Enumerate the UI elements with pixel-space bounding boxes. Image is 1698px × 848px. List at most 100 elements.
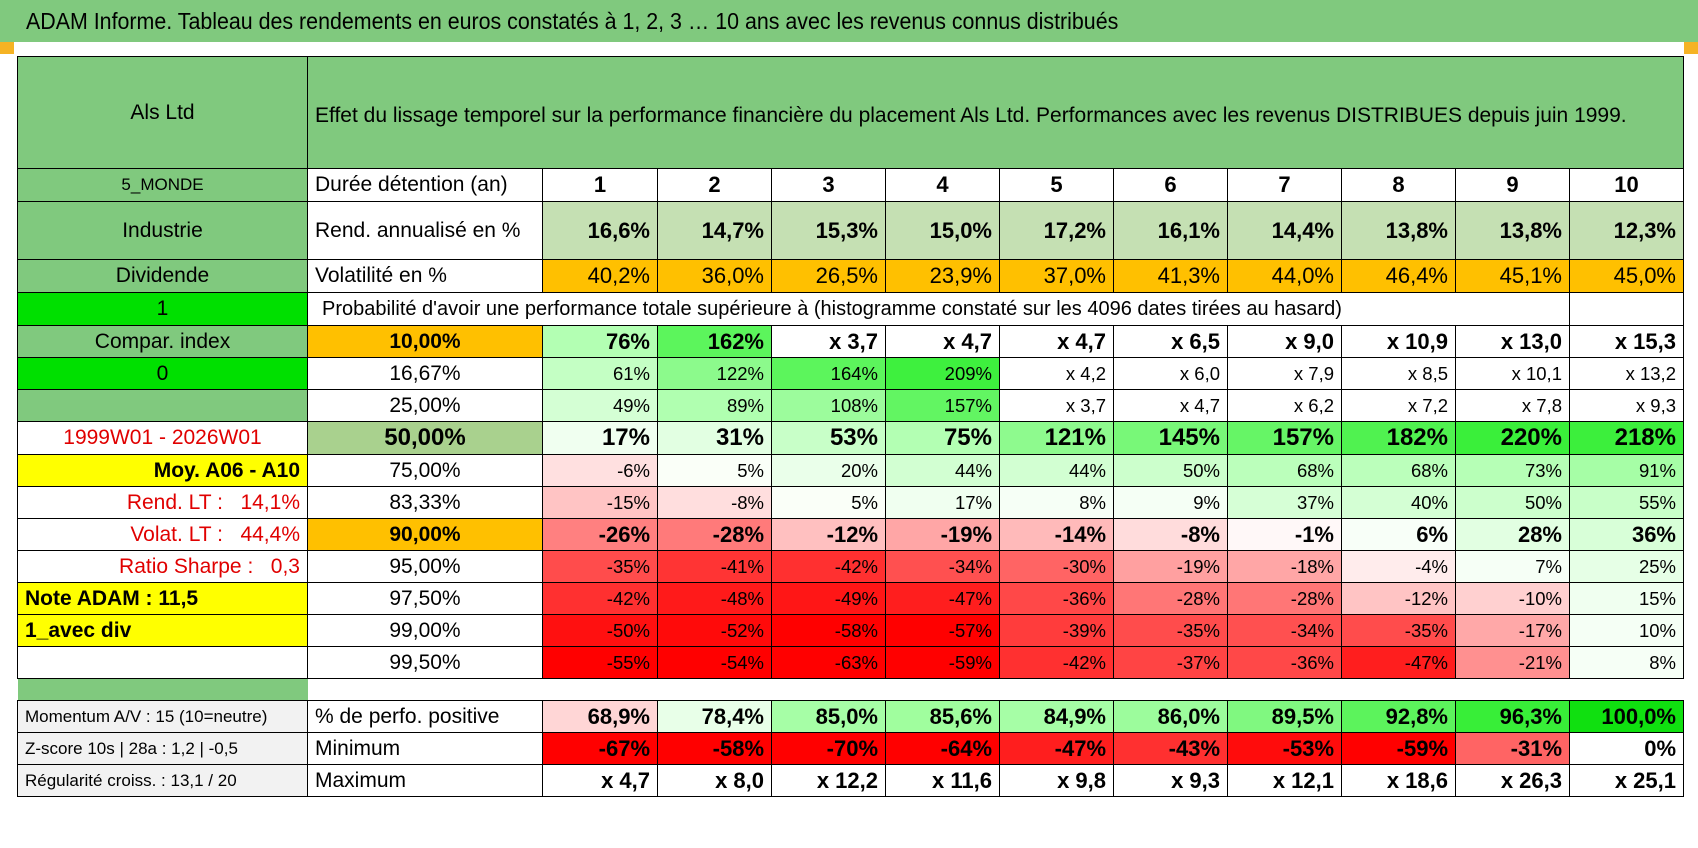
probability-cell: -36% [1227, 646, 1342, 679]
probability-cell: 50% [1113, 454, 1228, 487]
summary-cell: x 12,1 [1227, 764, 1342, 797]
annualized-return-cell: 14,4% [1227, 201, 1342, 260]
threshold-cell: 95,00% [307, 550, 543, 583]
probability-row: 0 16,67% 61% 122% 164% 209% x 4,2 x 6,0 x 7,9 x 8… [17, 357, 1684, 390]
note-adam: Note ADAM : 11,5 [17, 582, 308, 615]
probability-cell: x 10,1 [1455, 357, 1570, 390]
probability-cell: x 4,7 [885, 325, 1000, 358]
annualized-return-cell: 13,8% [1455, 201, 1570, 260]
header-row: Als Ltd Effet du lissage temporel sur la… [17, 56, 1684, 169]
flag-zero: 0 [17, 357, 308, 390]
summary-cell: x 11,6 [885, 764, 1000, 797]
probability-cell: -4% [1341, 550, 1456, 583]
probability-cell: -19% [1113, 550, 1228, 583]
probability-cell: -30% [999, 550, 1114, 583]
probability-header-row: 1 Probabilité d'avoir une performance to… [17, 292, 1684, 326]
summary-cell: 92,8% [1341, 700, 1456, 733]
sharpe-ratio-label: Ratio Sharpe : [119, 554, 254, 578]
probability-cell: -42% [542, 582, 658, 615]
type-label: Dividende [17, 259, 308, 293]
summary-row: Momentum A/V : 15 (10=neutre)% de perfo.… [17, 700, 1684, 733]
probability-cell: -26% [542, 518, 658, 551]
probability-cell: x 4,7 [1113, 389, 1228, 422]
probability-row: Volat. LT : 44,4% 90,00% -26% -28% -12% -19% -… [17, 518, 1684, 551]
probability-row: 99,50% -55% -54% -63% -59% -42% -37% -36% -47% -2… [17, 646, 1684, 679]
spacer-blank [308, 679, 1684, 701]
threshold-cell: 97,50% [307, 582, 543, 615]
probability-cell: 44% [999, 454, 1114, 487]
probability-row: 1_avec div 99,00% -50% -52% -58% -57% -39% -35%… [17, 614, 1684, 647]
probability-cell: -52% [657, 614, 772, 647]
probability-cell: 25% [1569, 550, 1684, 583]
probability-cell: x 9,3 [1569, 389, 1684, 422]
summary-cell: 84,9% [999, 700, 1114, 733]
momentum-label: Momentum A/V : 15 (10=neutre) [17, 700, 308, 733]
report-title: ADAM Informe. Tableau des rendements en … [26, 8, 1119, 34]
probability-cell: 40% [1341, 486, 1456, 519]
annualized-return-cell: 13,8% [1341, 201, 1456, 260]
annualized-return-cell: 12,3% [1569, 201, 1684, 260]
probability-cell: x 6,2 [1227, 389, 1342, 422]
probability-cell: -14% [999, 518, 1114, 551]
probability-cell: -28% [1227, 582, 1342, 615]
probability-cell: -21% [1455, 646, 1570, 679]
probability-cell: x 9,0 [1227, 325, 1342, 358]
probability-cell: 68% [1227, 454, 1342, 487]
probability-row: 1999W01 - 2026W01 50,00% 17% 31% 53% 75% 121% 1… [17, 421, 1684, 455]
probability-cell: 28% [1455, 518, 1570, 551]
probability-cell: 75% [885, 421, 1000, 455]
summary-cell: 85,0% [771, 700, 886, 733]
volatility-cell: 36,0% [657, 259, 772, 293]
sharpe-ratio: Ratio Sharpe : 0,3 [17, 550, 308, 583]
year-header-7: 7 [1227, 168, 1342, 202]
probability-cell: 162% [657, 325, 772, 358]
annualized-return-cell: 15,0% [885, 201, 1000, 260]
probability-cell: -36% [999, 582, 1114, 615]
probability-cell: -17% [1455, 614, 1570, 647]
probability-cell: 49% [542, 389, 658, 422]
probability-cell: -18% [1227, 550, 1342, 583]
probability-cell: 55% [1569, 486, 1684, 519]
volatility-row: Dividende Volatilité en % 40,2% 36,0% 26,5… [17, 259, 1684, 293]
moy-label: Moy. A06 - A10 [17, 454, 308, 487]
probability-cell: x 15,3 [1569, 325, 1684, 358]
right-marker [1684, 42, 1698, 54]
blank-cell [1569, 292, 1684, 326]
probability-cell: -54% [657, 646, 772, 679]
probability-cell: -37% [1113, 646, 1228, 679]
probability-cell: 209% [885, 357, 1000, 390]
probability-cell: 91% [1569, 454, 1684, 487]
volat-lt: Volat. LT : 44,4% [17, 518, 308, 551]
annualized-return-cell: 17,2% [999, 201, 1114, 260]
probability-cell: 53% [771, 421, 886, 455]
probability-row: Ratio Sharpe : 0,3 95,00% -35% -41% -42% -34%… [17, 550, 1684, 583]
left-marker [0, 42, 14, 54]
blank-green-cell [17, 389, 308, 422]
zone-label: 5_MONDE [17, 168, 308, 202]
summary-cell: 100,0% [1569, 700, 1684, 733]
summary-cell: 68,9% [542, 700, 658, 733]
regularity-label: Régularité croiss. : 13,1 / 20 [17, 764, 308, 797]
annualized-return-cell: 14,7% [657, 201, 772, 260]
rend-lt: Rend. LT : 14,1% [17, 486, 308, 519]
probability-row: Rend. LT : 14,1% 83,33% -15% -8% 5% 17% 8% 9% 37… [17, 486, 1684, 519]
flag-one: 1 [17, 292, 308, 326]
avec-div-label: 1_avec div [17, 614, 308, 647]
probability-cell: -6% [542, 454, 658, 487]
year-header-4: 4 [885, 168, 1000, 202]
probability-cell: 89% [657, 389, 772, 422]
rend-lt-label: Rend. LT : [126, 490, 223, 514]
blank-cell [17, 646, 308, 679]
probability-cell: -63% [771, 646, 886, 679]
summary-cell: x 9,3 [1113, 764, 1228, 797]
probability-cell: 9% [1113, 486, 1228, 519]
summary-row: Régularité croiss. : 13,1 / 20 Maximum x 4… [17, 764, 1684, 797]
probability-cell: -8% [657, 486, 772, 519]
probability-cell: 17% [885, 486, 1000, 519]
probability-cell: 68% [1341, 454, 1456, 487]
summary-row: Z-score 10s | 28a : 1,2 | -0,5 Minimum -67… [17, 732, 1684, 765]
summary-cell: x 8,0 [657, 764, 772, 797]
probability-cell: x 6,5 [1113, 325, 1228, 358]
probability-cell: -39% [999, 614, 1114, 647]
probability-cell: -12% [771, 518, 886, 551]
